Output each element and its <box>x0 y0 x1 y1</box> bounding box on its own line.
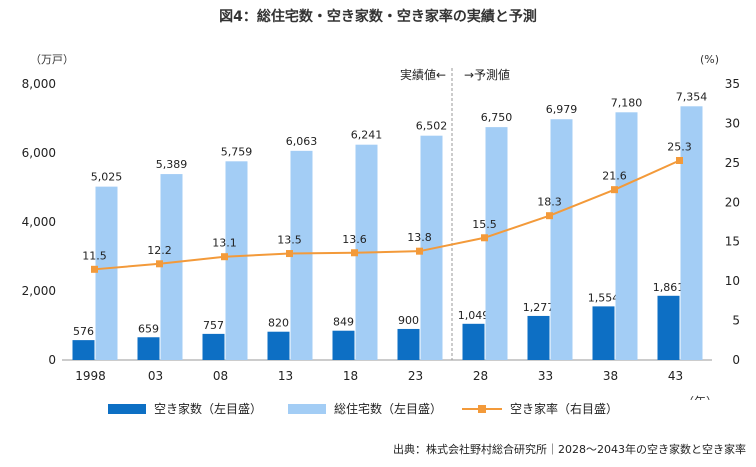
data-label-vacant-houses: 659 <box>138 322 159 335</box>
data-label-vacancy-rate: 13.8 <box>407 231 432 244</box>
point-vacancy-rate <box>221 253 228 261</box>
left-tick-label: 0 <box>48 353 56 367</box>
bar-vacant-houses <box>72 340 95 360</box>
legend-swatch-total-houses <box>288 404 326 414</box>
data-label-total-houses: 6,979 <box>546 103 578 116</box>
bar-vacant-houses <box>527 315 550 360</box>
bar-vacant-houses <box>267 331 290 360</box>
data-label-vacant-houses: 757 <box>203 319 224 332</box>
legend-swatch-vacancy-rate <box>462 405 502 413</box>
data-label-vacant-houses: 1,861 <box>653 281 685 294</box>
bar-total-houses <box>550 119 573 360</box>
bar-vacant-houses <box>397 328 420 360</box>
legend-label: 空き家数（左目盛） <box>154 402 263 416</box>
data-label-vacancy-rate: 25.3 <box>667 140 692 153</box>
point-vacancy-rate <box>351 249 358 257</box>
data-label-vacant-houses: 1,554 <box>588 291 620 304</box>
data-label-total-houses: 6,063 <box>286 135 318 148</box>
x-tick-label: 03 <box>148 369 163 383</box>
right-tick-label: 15 <box>725 235 740 249</box>
point-vacancy-rate <box>481 234 488 242</box>
point-vacancy-rate <box>676 156 683 164</box>
right-tick-label: 20 <box>725 195 740 209</box>
left-tick-label: 8,000 <box>22 77 56 91</box>
data-label-vacant-houses: 900 <box>398 314 419 327</box>
x-tick-label: 33 <box>538 369 553 383</box>
bar-vacant-houses <box>592 306 615 360</box>
data-label-vacancy-rate: 18.3 <box>537 196 562 209</box>
data-label-total-houses: 5,025 <box>91 171 123 184</box>
data-label-vacant-houses: 849 <box>333 316 354 329</box>
x-tick-label: 08 <box>213 369 228 383</box>
point-vacancy-rate <box>156 260 163 268</box>
source-note: 出典：株式会社野村総合研究所｜2028～2043年の空き家数と空き家率 <box>393 443 746 456</box>
point-vacancy-rate <box>611 186 618 194</box>
line-vacancy-rate <box>94 159 680 271</box>
bar-total-houses <box>485 127 508 360</box>
bar-total-houses <box>160 174 183 360</box>
bar-total-houses <box>680 106 703 360</box>
data-label-vacant-houses: 820 <box>268 317 289 330</box>
right-tick-label: 35 <box>725 77 740 91</box>
bar-total-houses <box>615 112 638 360</box>
data-label-vacant-houses: 1,049 <box>458 309 490 322</box>
left-tick-label: 2,000 <box>22 284 56 298</box>
data-label-vacant-houses: 576 <box>73 325 94 338</box>
x-tick-label: 28 <box>473 369 488 383</box>
bar-total-houses <box>95 186 118 360</box>
data-label-vacant-houses: 1,277 <box>523 301 555 314</box>
data-label-vacancy-rate: 12.2 <box>147 244 172 257</box>
data-label-total-houses: 5,389 <box>156 158 188 171</box>
annotation-actual: 実績値← <box>400 67 446 82</box>
data-label-vacancy-rate: 11.5 <box>82 249 107 262</box>
data-label-total-houses: 6,502 <box>416 120 448 133</box>
right-tick-label: 30 <box>725 116 740 130</box>
x-tick-label: 13 <box>278 369 293 383</box>
data-label-vacancy-rate: 15.5 <box>472 218 497 231</box>
data-label-total-houses: 6,241 <box>351 129 383 142</box>
bar-vacant-houses <box>462 323 485 360</box>
legend-label: 総住宅数（左目盛） <box>334 402 443 416</box>
x-axis-unit: （年） <box>682 395 718 400</box>
legend-swatch-vacant-houses <box>108 404 146 414</box>
bar-vacant-houses <box>657 295 680 360</box>
data-label-total-houses: 5,759 <box>221 145 253 158</box>
x-tick-label: 38 <box>603 369 618 383</box>
legend: 空き家数（左目盛） 総住宅数（左目盛） 空き家率（右目盛） <box>0 397 756 421</box>
point-vacancy-rate <box>91 265 98 273</box>
legend-label: 空き家率（右目盛） <box>510 402 619 416</box>
x-tick-label: 43 <box>668 369 683 383</box>
data-label-total-houses: 7,354 <box>676 90 708 103</box>
point-vacancy-rate <box>286 250 293 258</box>
point-vacancy-rate <box>546 212 553 220</box>
bar-total-houses <box>290 150 313 360</box>
data-label-total-houses: 6,750 <box>481 111 513 124</box>
data-label-vacancy-rate: 13.6 <box>342 233 367 246</box>
left-tick-label: 4,000 <box>22 215 56 229</box>
data-label-total-houses: 7,180 <box>611 96 643 109</box>
x-tick-label: 18 <box>343 369 358 383</box>
right-axis-unit: (%) <box>700 53 719 66</box>
left-axis-unit: （万戸） <box>30 53 74 66</box>
right-tick-label: 10 <box>725 274 740 288</box>
bar-vacant-houses <box>202 333 225 360</box>
data-label-vacancy-rate: 13.5 <box>277 234 302 247</box>
chart-title: 図4：総住宅数・空き家数・空き家率の実績と予測 <box>219 9 537 25</box>
bar-total-houses <box>225 161 248 360</box>
chart: （万戸） (%) （年） 0 2,000 4,000 6,000 8,000 0 5 10 15 20 2… <box>22 53 740 400</box>
data-label-vacancy-rate: 13.1 <box>212 237 237 250</box>
point-vacancy-rate <box>416 247 423 255</box>
x-tick-label: 23 <box>408 369 423 383</box>
right-tick-label: 0 <box>732 353 740 367</box>
left-tick-label: 6,000 <box>22 146 56 160</box>
bar-vacant-houses <box>137 337 160 360</box>
right-tick-label: 25 <box>725 156 740 170</box>
bar-vacant-houses <box>332 330 355 360</box>
right-tick-label: 5 <box>732 314 740 328</box>
data-label-vacancy-rate: 21.6 <box>602 170 627 183</box>
x-tick-label: 1998 <box>75 369 106 383</box>
annotation-forecast: →予測値 <box>464 67 510 82</box>
